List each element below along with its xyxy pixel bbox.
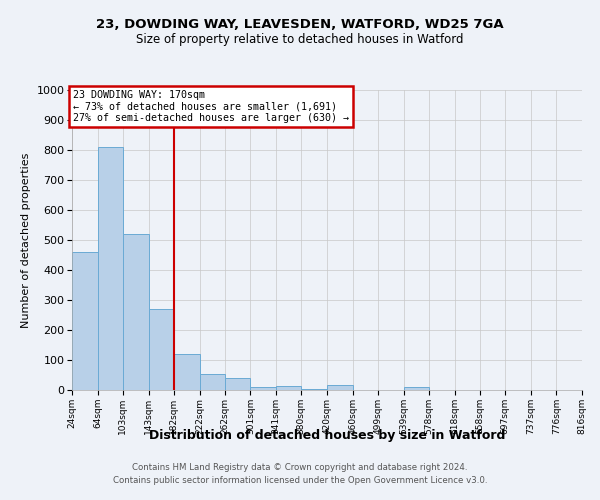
- Text: Size of property relative to detached houses in Watford: Size of property relative to detached ho…: [136, 32, 464, 46]
- Bar: [123, 234, 149, 390]
- Y-axis label: Number of detached properties: Number of detached properties: [21, 152, 31, 328]
- Text: 23 DOWDING WAY: 170sqm
← 73% of detached houses are smaller (1,691)
27% of semi-: 23 DOWDING WAY: 170sqm ← 73% of detached…: [73, 90, 349, 123]
- Bar: [250, 387, 276, 390]
- Bar: [404, 387, 429, 390]
- Bar: [149, 309, 174, 390]
- Bar: [98, 147, 123, 390]
- Bar: [174, 354, 199, 390]
- Bar: [225, 378, 250, 390]
- Text: Contains public sector information licensed under the Open Government Licence v3: Contains public sector information licen…: [113, 476, 487, 485]
- Text: Distribution of detached houses by size in Watford: Distribution of detached houses by size …: [149, 428, 505, 442]
- Bar: [72, 252, 98, 390]
- Text: 23, DOWDING WAY, LEAVESDEN, WATFORD, WD25 7GA: 23, DOWDING WAY, LEAVESDEN, WATFORD, WD2…: [96, 18, 504, 30]
- Bar: [199, 374, 225, 390]
- Bar: [301, 388, 327, 390]
- Bar: [327, 384, 353, 390]
- Bar: [276, 386, 301, 390]
- Text: Contains HM Land Registry data © Crown copyright and database right 2024.: Contains HM Land Registry data © Crown c…: [132, 464, 468, 472]
